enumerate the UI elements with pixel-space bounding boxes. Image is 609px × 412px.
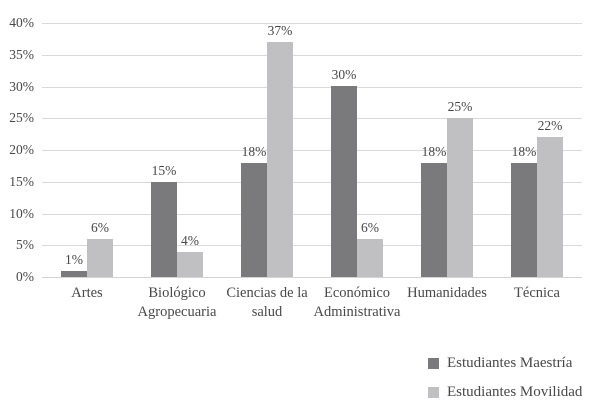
bar-maestria (241, 163, 267, 277)
bar-movilidad (267, 42, 293, 277)
bar-value-label: 6% (91, 220, 109, 235)
legend-item-movilidad: Estudiantes Movilidad (428, 384, 582, 401)
x-category-label: Económico Administrativa (313, 285, 401, 320)
bar-movilidad (87, 239, 113, 277)
bar-value-label: 30% (331, 67, 357, 82)
bar-value-label: 25% (447, 99, 473, 114)
y-tick-label: 20% (9, 142, 34, 157)
bar-movilidad (537, 137, 563, 277)
legend-label-movilidad: Estudiantes Movilidad (447, 384, 583, 400)
gridline (42, 87, 582, 88)
bar-value-label: 15% (151, 163, 177, 178)
gridline (42, 245, 582, 246)
y-tick-label: 10% (9, 206, 34, 221)
bar-value-label: 18% (241, 144, 267, 159)
x-category-label: Biológico Agropecuaria (137, 285, 217, 320)
bar-maestria (61, 271, 87, 277)
bar-maestria (151, 182, 177, 277)
legend: Estudiantes Maestría Estudiantes Movilid… (428, 355, 582, 401)
legend-label-maestria: Estudiantes Maestría (447, 355, 573, 371)
x-category-label: Técnica (514, 285, 560, 301)
bar-movilidad (447, 118, 473, 277)
gridline (42, 182, 582, 183)
bar-maestria (331, 86, 357, 277)
bar-movilidad (357, 239, 383, 277)
bar-value-label: 18% (421, 144, 447, 159)
x-category-label: Humanidades (407, 285, 487, 301)
bar-value-label: 4% (181, 233, 199, 248)
y-tick-label: 0% (16, 269, 34, 284)
y-tick-label: 15% (9, 174, 34, 189)
bar-value-label: 6% (361, 220, 379, 235)
x-category-label: Artes (71, 285, 103, 301)
y-tick-label: 40% (9, 15, 34, 30)
bar-value-label: 37% (267, 23, 293, 38)
gridline (42, 214, 582, 215)
x-axis-line (42, 277, 582, 278)
bar-maestria (421, 163, 447, 277)
bar-movilidad (177, 252, 203, 277)
bar-value-label: 18% (511, 144, 537, 159)
legend-item-maestria: Estudiantes Maestría (428, 355, 582, 372)
gridline (42, 23, 582, 24)
y-tick-label: 25% (9, 110, 34, 125)
bar-value-label: 22% (537, 118, 563, 133)
gridline (42, 55, 582, 56)
bar-maestria (511, 163, 537, 277)
y-tick-label: 35% (9, 47, 34, 62)
y-tick-label: 5% (16, 237, 34, 252)
gridline (42, 118, 582, 119)
y-tick-label: 30% (9, 79, 34, 94)
legend-swatch-maestria (428, 358, 439, 369)
bar-value-label: 1% (65, 252, 83, 267)
x-category-label: Ciencias de la salud (226, 285, 308, 320)
legend-swatch-movilidad (428, 387, 439, 398)
gridline (42, 150, 582, 151)
